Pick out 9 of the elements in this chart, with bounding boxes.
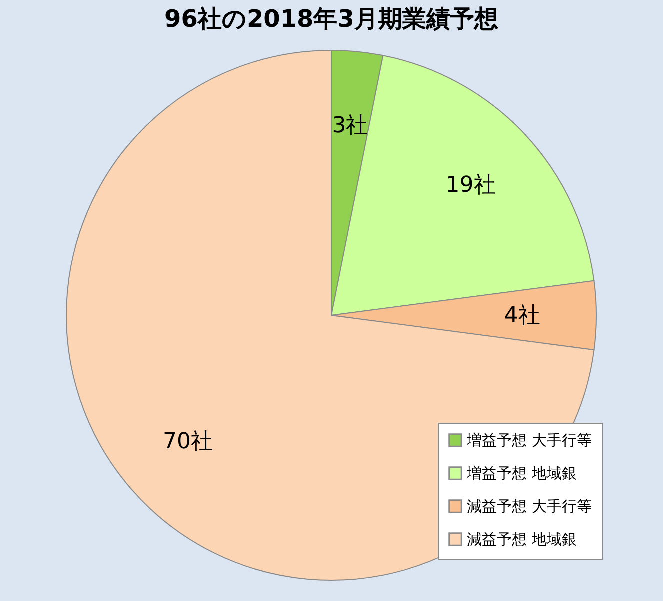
data-label: 19社 — [446, 173, 496, 198]
legend-label: 増益予想 地域銀 — [466, 464, 577, 482]
data-label: 70社 — [163, 429, 214, 454]
legend-label: 増益予想 大手行等 — [466, 432, 592, 450]
data-label: 4社 — [504, 304, 540, 328]
legend-label: 減益予想 大手行等 — [467, 498, 592, 516]
data-label: 3社 — [332, 114, 368, 139]
chart-title: 96社の2018年3月期業績予想 — [164, 5, 498, 33]
legend-label: 減益予想 地域銀 — [467, 530, 577, 548]
